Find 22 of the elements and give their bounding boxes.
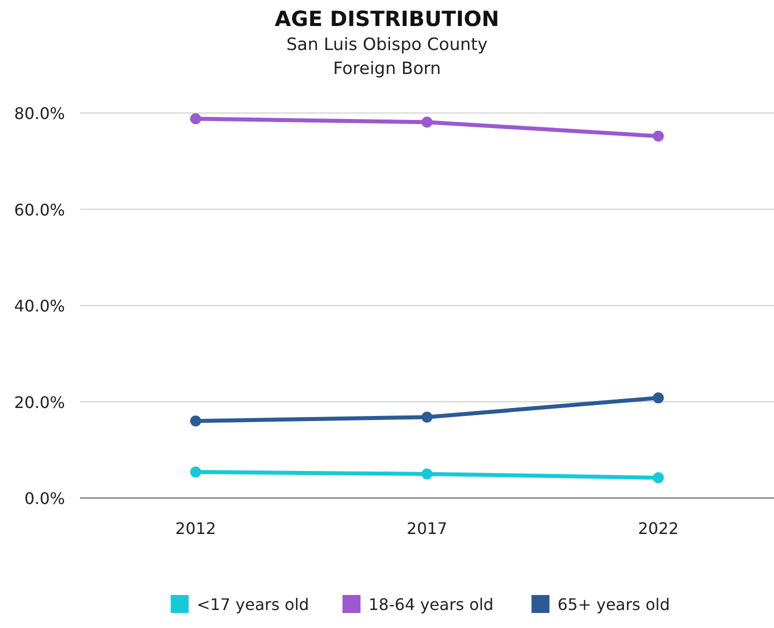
point [422,468,432,480]
x-tick-label: 2017 [406,519,448,538]
point [652,392,664,404]
x-tick-label: 2022 [638,519,679,538]
point [652,130,664,142]
chart-subtitle: San Luis Obispo County Foreign Born [286,35,488,79]
point [190,416,202,426]
legend-label: 65+ years old [558,595,670,614]
x-tick-label: 2012 [175,519,216,538]
point [190,113,202,124]
point [422,412,432,423]
y-tick-label: 0.0% [24,489,65,508]
y-tick-label: 40.0% [14,296,65,316]
y-tick-label: 80.0% [14,104,65,123]
legend-label: 18-64 years old [368,595,494,614]
point [190,466,202,478]
chart-title: AGE DISTRIBUTION [274,7,500,31]
y-tick-label: 20.0% [14,392,65,412]
y-tick-label: 60.0% [14,200,65,220]
legend-label: <17 years old [196,595,310,614]
point [652,472,664,484]
point [422,116,432,128]
